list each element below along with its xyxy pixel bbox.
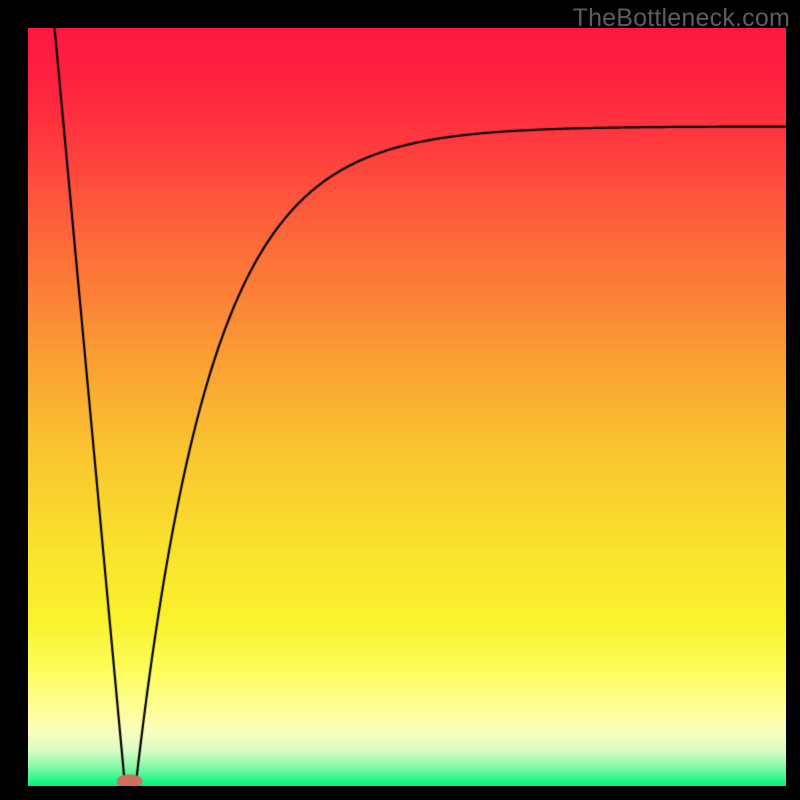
curves-layer xyxy=(28,28,786,786)
chart-root: TheBottleneck.com xyxy=(0,0,800,800)
watermark-text: TheBottleneck.com xyxy=(573,4,790,33)
plot-area xyxy=(28,28,786,786)
